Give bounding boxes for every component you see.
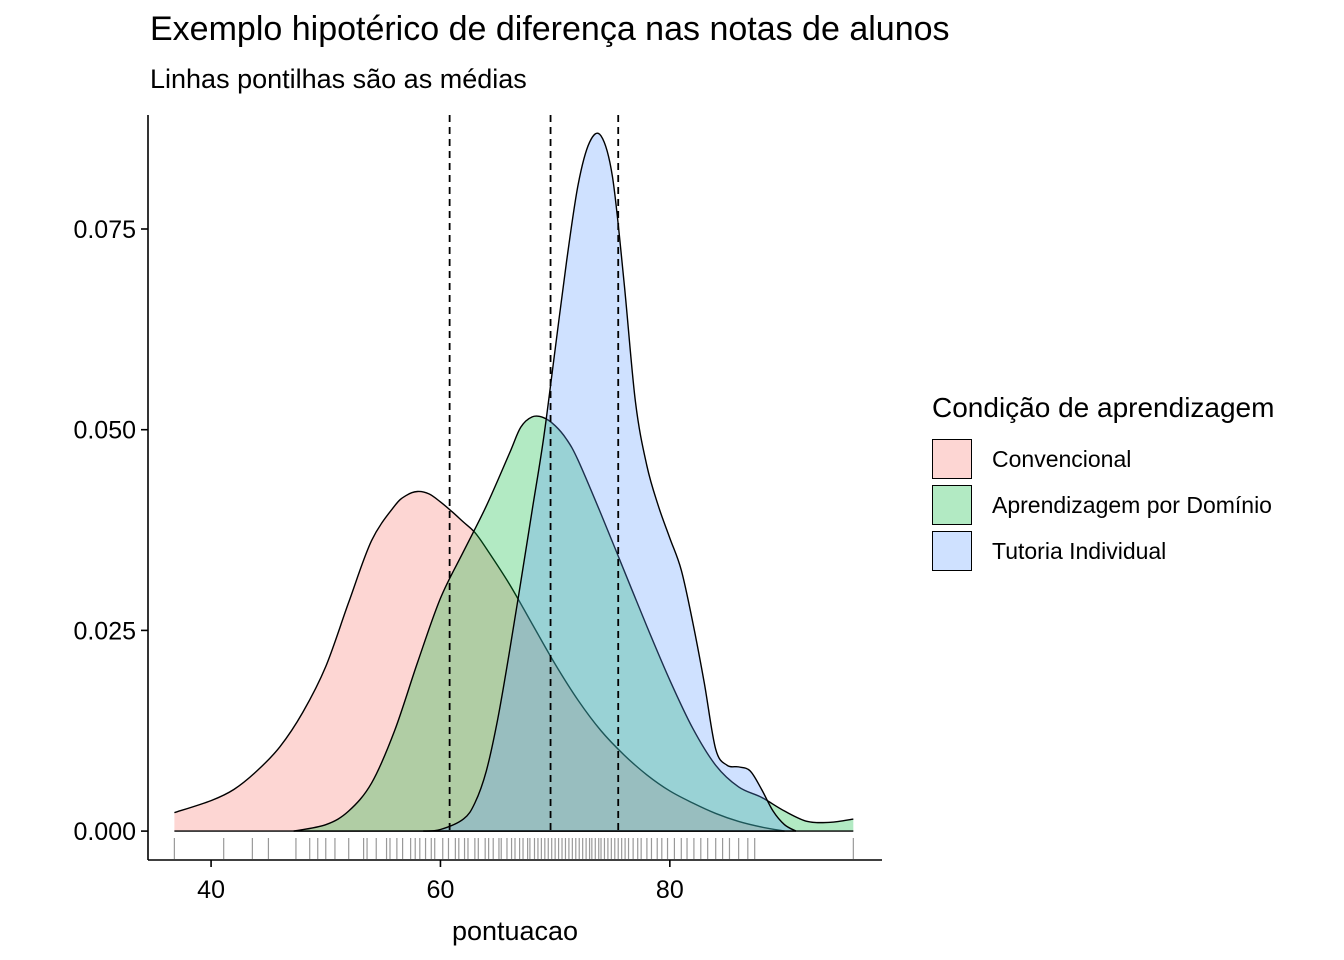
- density-curve-convencional: [174, 490, 785, 832]
- axes: [147, 115, 882, 861]
- legend-item-aprendizagem: Aprendizagem por Domínio: [932, 482, 1274, 528]
- legend-title: Condição de aprendizagem: [932, 392, 1275, 423]
- legend: Condição de aprendizagem Convencional Ap…: [932, 392, 1274, 574]
- legend-key-aprendizagem: [932, 485, 972, 525]
- y-tick-label: 0.000: [73, 818, 136, 846]
- chart-title: Exemplo hipotérico de diferença nas nota…: [150, 10, 950, 48]
- x-tick-label: 80: [656, 876, 684, 904]
- y-tick-label: 0.025: [73, 617, 136, 645]
- legend-label-convencional: Convencional: [992, 445, 1132, 472]
- legend-item-convencional: Convencional: [932, 436, 1274, 482]
- legend-item-tutoria: Tutoria Individual: [932, 528, 1274, 574]
- density-layer: [174, 132, 854, 832]
- x-ticks: 40 60 80: [197, 860, 684, 904]
- rug-layer: [173, 838, 854, 859]
- y-tick-label: 0.050: [73, 417, 136, 445]
- x-tick-label: 40: [197, 876, 225, 904]
- y-ticks: 0.000 0.025 0.050 0.075: [73, 216, 148, 846]
- legend-key-tutoria: [932, 531, 972, 571]
- legend-key-convencional: [932, 439, 972, 479]
- x-tick-label: 60: [427, 876, 455, 904]
- density-area-convencional: [174, 491, 785, 832]
- x-axis-title: pontuacao: [452, 916, 578, 946]
- density-curve-tutoria-individual: [423, 132, 797, 832]
- legend-label-tutoria: Tutoria Individual: [992, 537, 1167, 564]
- chart-subtitle: Linhas pontilhas são as médias: [150, 64, 527, 94]
- density-area-aprendizagem-por-dominio: [293, 416, 854, 832]
- legend-label-aprendizagem: Aprendizagem por Domínio: [992, 491, 1272, 518]
- y-tick-label: 0.075: [73, 216, 136, 244]
- density-area-tutoria-individual: [423, 133, 796, 832]
- density-curve-aprendizagem-por-dominio: [293, 415, 854, 832]
